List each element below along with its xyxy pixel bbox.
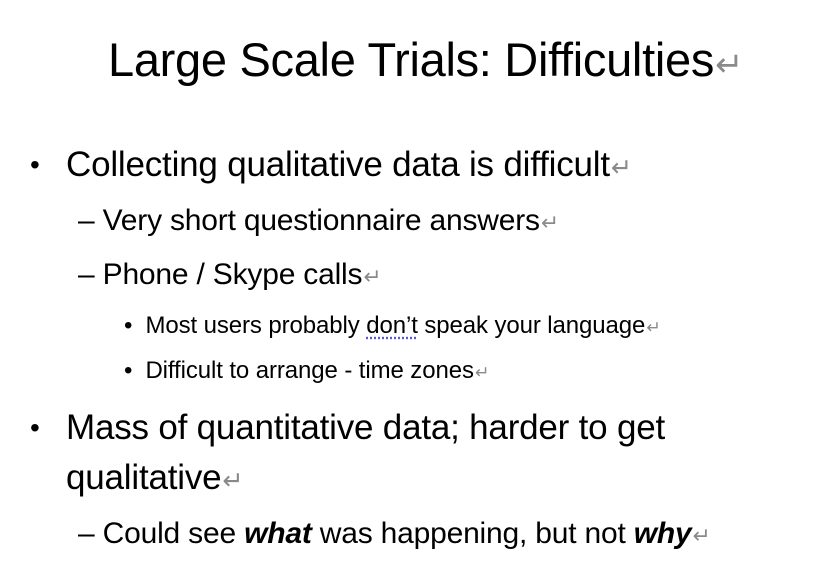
bullet-icon: • [124,357,133,384]
dash-icon: – [78,204,95,237]
bullet-level3-timezones: • Difficult to arrange - time zones↵ [124,353,489,390]
paragraph-mark-icon: ↵ [363,264,382,289]
slide-title: Large Scale Trials: Difficulties↵ [108,30,743,95]
bullet-level2-questionnaire: – Very short questionnaire answers↵ [78,199,559,245]
bullet-level2-phone: – Phone / Skype calls↵ [78,253,381,299]
bullet-icon: • [30,149,40,180]
paragraph-mark-icon: ↵ [540,210,559,235]
paragraph-mark-icon: ↵ [692,523,711,548]
dash-icon: – [78,258,95,291]
bullet-level1-mass: • Mass of quantitative data; harder to ge… [30,403,666,453]
paragraph-mark-icon: ↵ [474,362,490,382]
bullet-text-line1: Mass of quantitative data; harder to get [66,408,666,447]
bullet-text-part2: was happening, but not [311,517,634,550]
emphasis-what: what [244,517,312,550]
bullet-level3-language: • Most users probably don’t speak your l… [124,308,661,345]
bullet-text: Difficult to arrange - time zones [145,357,474,384]
bullet-level1-collecting: • Collecting qualitative data is difficul… [30,140,632,193]
slide-title-text: Large Scale Trials: Difficulties [108,33,715,86]
bullet-text-part1: Could see [102,517,245,550]
paragraph-mark-icon: ↵ [715,46,744,84]
paragraph-mark-icon: ↵ [646,317,661,337]
dash-icon: – [78,517,95,550]
bullet-text: Collecting qualitative data is difficult [66,145,610,184]
bullet-level1-mass-line2: qualitative↵ [66,453,244,506]
bullet-text-before: Most users probably [145,312,367,339]
bullet-icon: • [30,412,40,443]
paragraph-mark-icon: ↵ [222,467,244,495]
paragraph-mark-icon: ↵ [610,154,632,182]
bullet-text: Very short questionnaire answers [102,204,540,237]
emphasis-why: why [633,517,692,550]
bullet-level2-what-why: – Could see what was happening, but not … [78,512,711,558]
spellcheck-flagged-word[interactable]: don’t [366,312,418,339]
bullet-text-line2: qualitative [66,458,222,497]
bullet-icon: • [124,312,133,339]
bullet-text: Phone / Skype calls [102,258,363,291]
bullet-text-after: speak your language [417,312,646,339]
